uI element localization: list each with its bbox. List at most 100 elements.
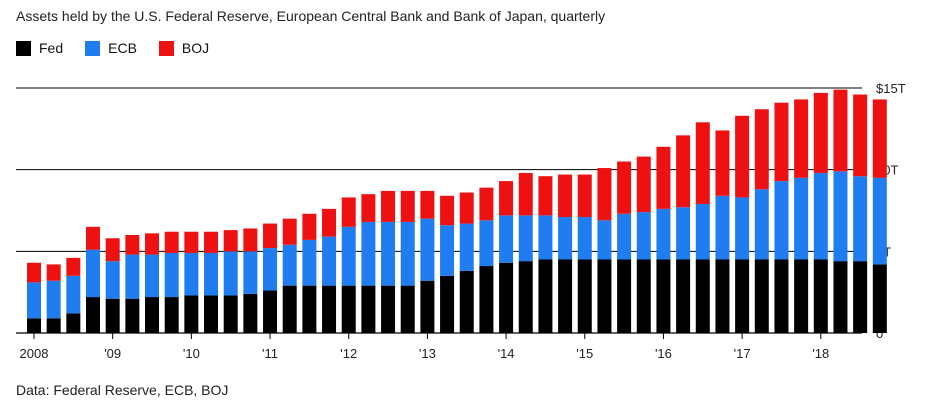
bar-fed bbox=[715, 259, 730, 333]
bar-ecb bbox=[341, 226, 356, 286]
bar-fed bbox=[440, 275, 455, 333]
x-tick-label: '16 bbox=[655, 346, 672, 361]
bar-fed bbox=[656, 259, 671, 333]
bar-ecb bbox=[499, 215, 514, 263]
bar-ecb bbox=[204, 252, 219, 296]
bar-boj bbox=[518, 172, 533, 216]
bar-boj bbox=[676, 135, 691, 208]
bar-boj bbox=[322, 208, 337, 237]
bar-boj bbox=[636, 156, 651, 213]
bar-fed bbox=[617, 259, 632, 333]
bar-fed bbox=[754, 259, 769, 333]
bar-ecb bbox=[243, 251, 258, 294]
bar-fed bbox=[813, 259, 828, 333]
legend-item-fed: Fed bbox=[16, 40, 63, 56]
bar-fed bbox=[872, 264, 887, 333]
bar-boj bbox=[105, 238, 120, 262]
bar-ecb bbox=[577, 217, 592, 260]
bar-boj bbox=[794, 99, 809, 178]
bar-fed bbox=[577, 259, 592, 333]
bar-ecb bbox=[381, 221, 396, 286]
legend: Fed ECB BOJ bbox=[16, 40, 231, 56]
bar-boj bbox=[223, 230, 238, 252]
bar-fed bbox=[27, 318, 41, 333]
bar-ecb bbox=[676, 207, 691, 260]
bar-ecb bbox=[833, 171, 848, 262]
bar-fed bbox=[420, 280, 435, 333]
bar-ecb bbox=[518, 215, 533, 262]
bar-fed bbox=[794, 259, 809, 333]
bar-boj bbox=[86, 226, 101, 250]
bar-boj bbox=[479, 187, 494, 221]
bar-fed bbox=[833, 261, 848, 333]
bar-ecb bbox=[46, 280, 61, 319]
bar-fed bbox=[695, 259, 710, 333]
bar-ecb bbox=[322, 236, 337, 286]
legend-swatch-ecb bbox=[85, 40, 101, 56]
bar-boj bbox=[754, 109, 769, 190]
bar-ecb bbox=[538, 215, 553, 260]
bar-ecb bbox=[872, 177, 887, 265]
bar-ecb bbox=[164, 252, 179, 298]
bar-fed bbox=[145, 297, 160, 333]
legend-label-boj: BOJ bbox=[181, 40, 210, 56]
bar-ecb bbox=[479, 220, 494, 267]
bar-fed bbox=[636, 259, 651, 333]
bar-boj bbox=[813, 92, 828, 173]
bar-boj bbox=[499, 181, 514, 216]
x-tick-label: '10 bbox=[183, 346, 200, 361]
bar-ecb bbox=[282, 244, 297, 286]
bar-ecb bbox=[459, 223, 474, 271]
bar-boj bbox=[341, 197, 356, 227]
bar-fed bbox=[86, 297, 101, 333]
bar-fed bbox=[46, 318, 61, 333]
bar-boj bbox=[381, 190, 396, 222]
bar-boj bbox=[66, 257, 81, 276]
bar-boj bbox=[27, 262, 41, 283]
bar-fed bbox=[735, 259, 750, 333]
bar-boj bbox=[617, 161, 632, 214]
x-tick-label: '17 bbox=[734, 346, 751, 361]
bar-ecb bbox=[27, 282, 41, 319]
bar-ecb bbox=[125, 254, 140, 299]
bar-boj bbox=[282, 218, 297, 245]
bar-boj bbox=[164, 231, 179, 253]
x-tick-label: '09 bbox=[104, 346, 121, 361]
legend-item-boj: BOJ bbox=[158, 40, 210, 56]
bar-ecb bbox=[774, 181, 789, 260]
bar-ecb bbox=[420, 218, 435, 281]
bar-fed bbox=[282, 285, 297, 333]
bar-ecb bbox=[361, 221, 376, 286]
bar-boj bbox=[46, 264, 61, 281]
bar-boj bbox=[577, 174, 592, 218]
bar-boj bbox=[558, 174, 573, 218]
bar-fed bbox=[400, 285, 415, 333]
bar-fed bbox=[302, 285, 317, 333]
bar-boj bbox=[656, 146, 671, 209]
legend-swatch-fed bbox=[16, 40, 31, 56]
bar-boj bbox=[145, 233, 160, 255]
bar-ecb bbox=[66, 275, 81, 314]
x-tick-label: '15 bbox=[576, 346, 593, 361]
bar-fed bbox=[479, 266, 494, 333]
bar-fed bbox=[341, 285, 356, 333]
bar-ecb bbox=[813, 172, 828, 260]
bar-boj bbox=[243, 228, 258, 252]
bar-boj bbox=[302, 213, 317, 240]
bar-boj bbox=[853, 94, 868, 177]
bar-boj bbox=[361, 194, 376, 222]
bar-boj bbox=[459, 192, 474, 224]
bar-ecb bbox=[86, 249, 101, 298]
bar-ecb bbox=[617, 213, 632, 260]
bar-fed bbox=[499, 262, 514, 333]
bar-boj bbox=[440, 195, 455, 226]
bar-fed bbox=[597, 259, 612, 333]
bar-fed bbox=[204, 295, 219, 333]
bar-boj bbox=[872, 99, 887, 178]
bar-boj bbox=[538, 176, 553, 216]
bar-ecb bbox=[440, 225, 455, 276]
bar-fed bbox=[105, 298, 120, 333]
bar-fed bbox=[164, 297, 179, 333]
bar-ecb bbox=[853, 176, 868, 262]
